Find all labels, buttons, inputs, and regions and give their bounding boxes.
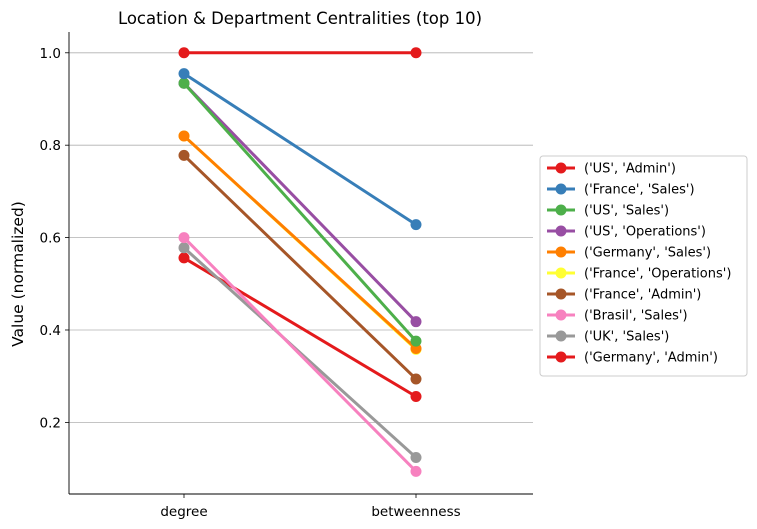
legend-item: ('France', 'Sales') <box>547 183 695 198</box>
legend-swatch-marker <box>555 183 567 195</box>
legend: ('US', 'Admin') ('France', 'Sales') ('US',… <box>539 155 748 377</box>
series-6 <box>178 149 422 385</box>
grid <box>69 52 533 423</box>
legend-item: ('France', 'Admin') <box>547 288 701 303</box>
legend-label: ('France', 'Admin') <box>584 288 701 303</box>
x-tick-label: degree <box>160 504 207 520</box>
series-2 <box>178 77 422 347</box>
axes: 0.2 0.4 0.6 0.8 1.0 degree betweenness <box>40 32 533 520</box>
y-axis-label: Value (normalized) <box>9 201 27 347</box>
data-point <box>178 242 190 254</box>
data-point <box>410 316 422 328</box>
series-line <box>182 82 418 343</box>
legend-swatch-marker <box>555 204 567 216</box>
series-line <box>183 72 417 226</box>
legend-label: ('US', 'Sales') <box>584 204 669 219</box>
legend-label: ('France', 'Sales') <box>584 183 695 198</box>
data-point <box>178 252 190 264</box>
legend-swatch-marker <box>555 351 567 363</box>
series-line <box>182 82 418 323</box>
legend-item: ('UK', 'Sales') <box>547 330 669 345</box>
legend-frame <box>539 155 748 377</box>
data-point <box>410 373 422 385</box>
series-4 <box>178 130 422 354</box>
legend-label: ('France', 'Operations') <box>584 267 731 282</box>
series-0 <box>178 47 422 59</box>
data-point <box>178 149 190 161</box>
data-point <box>178 130 190 142</box>
legend-item: ('France', 'Operations') <box>547 267 731 282</box>
legend-swatch-marker <box>555 225 567 237</box>
series-line <box>182 236 418 473</box>
series-layer <box>178 47 422 477</box>
x-tick-label: betweenness <box>371 504 460 520</box>
legend-swatch-marker <box>555 330 567 342</box>
legend-item: ('Brasil', 'Sales') <box>547 309 688 324</box>
series-7 <box>178 232 422 477</box>
data-point <box>410 335 422 347</box>
data-point <box>178 47 190 59</box>
y-tick-label: 1.0 <box>40 46 61 62</box>
legend-swatch-marker <box>555 246 567 258</box>
legend-label: ('US', 'Operations') <box>584 225 706 240</box>
data-point <box>410 391 422 403</box>
legend-label: ('Germany', 'Sales') <box>584 246 711 261</box>
y-tick-label: 0.6 <box>40 231 61 247</box>
legend-swatch-marker <box>555 162 567 174</box>
chart-title: Location & Department Centralities (top … <box>118 9 482 28</box>
y-tick-label: 0.2 <box>40 415 61 431</box>
series-line <box>182 154 418 381</box>
data-point <box>178 77 190 89</box>
legend-label: ('UK', 'Sales') <box>584 330 669 345</box>
legend-swatch-marker <box>555 267 567 279</box>
y-tick-label: 0.8 <box>40 138 61 154</box>
legend-label: ('Brasil', 'Sales') <box>584 309 688 324</box>
legend-item: ('US', 'Sales') <box>547 204 669 219</box>
legend-label: ('US', 'Admin') <box>584 162 676 177</box>
data-point <box>410 219 422 231</box>
data-point <box>178 68 190 80</box>
legend-swatch-marker <box>555 288 567 300</box>
y-tick-label: 0.4 <box>40 323 61 339</box>
legend-item: ('US', 'Operations') <box>547 225 706 240</box>
data-point <box>410 465 422 477</box>
data-point <box>178 232 190 244</box>
legend-label: ('Germany', 'Admin') <box>584 351 718 366</box>
series-line <box>182 134 418 350</box>
data-point <box>410 452 422 464</box>
series-1 <box>178 68 422 231</box>
legend-item: ('Germany', 'Admin') <box>547 351 718 366</box>
legend-item: ('Germany', 'Sales') <box>547 246 711 261</box>
legend-item: ('US', 'Admin') <box>547 162 676 177</box>
legend-swatch-marker <box>555 309 567 321</box>
series-3 <box>178 77 422 328</box>
data-point <box>410 47 422 59</box>
